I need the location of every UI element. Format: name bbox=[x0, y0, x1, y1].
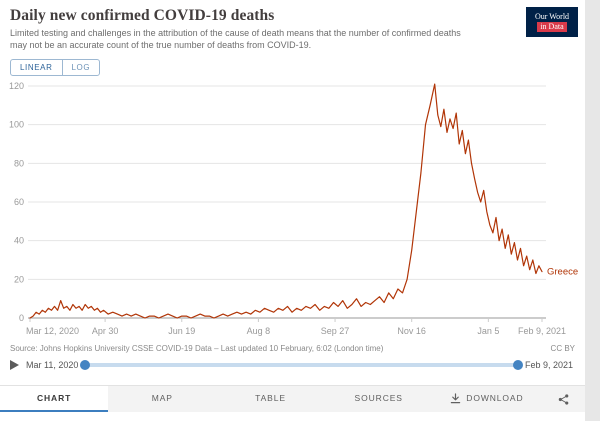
svg-text:Aug 8: Aug 8 bbox=[247, 326, 271, 336]
timeline-start-label: Mar 11, 2020 bbox=[26, 360, 79, 371]
svg-text:Jun 19: Jun 19 bbox=[168, 326, 195, 336]
chart-area: 0 20 40 60 80 100 120 Mar 12, 2020 Apr 30 Jun 19 A… bbox=[0, 76, 585, 344]
svg-text:Feb 9, 2021: Feb 9, 2021 bbox=[518, 326, 566, 336]
svg-text:Sep 27: Sep 27 bbox=[321, 326, 350, 336]
share-icon bbox=[558, 393, 568, 405]
share-button[interactable] bbox=[541, 386, 585, 412]
tab-sources-label: SOURCES bbox=[354, 393, 403, 403]
tab-map[interactable]: MAP bbox=[108, 386, 216, 412]
grapher-frame: Daily new confirmed COVID-19 deaths Limi… bbox=[0, 0, 585, 421]
scale-toggle: LINEAR LOG bbox=[10, 59, 101, 77]
tab-sources[interactable]: SOURCES bbox=[325, 386, 433, 412]
svg-text:20: 20 bbox=[14, 275, 24, 285]
tab-chart-label: CHART bbox=[36, 393, 72, 403]
chart-header: Daily new confirmed COVID-19 deaths Limi… bbox=[0, 0, 585, 51]
svg-text:40: 40 bbox=[14, 236, 24, 246]
timeline-end-label: Feb 9, 2021 bbox=[524, 360, 573, 371]
tab-download[interactable]: DOWNLOAD bbox=[433, 386, 541, 412]
svg-text:Apr 30: Apr 30 bbox=[92, 326, 119, 336]
tab-table-label: TABLE bbox=[255, 393, 286, 403]
source-text[interactable]: Source: Johns Hopkins University CSSE CO… bbox=[10, 344, 384, 354]
timeline-end-handle[interactable] bbox=[512, 360, 523, 371]
owid-logo-line1: Our World bbox=[534, 12, 570, 21]
svg-text:60: 60 bbox=[14, 197, 24, 207]
svg-text:100: 100 bbox=[9, 120, 24, 130]
svg-text:Nov 16: Nov 16 bbox=[397, 326, 426, 336]
tab-table[interactable]: TABLE bbox=[216, 386, 324, 412]
play-icon[interactable] bbox=[10, 360, 19, 371]
timeline-control: Mar 11, 2020 Feb 9, 2021 bbox=[0, 353, 585, 374]
page-title: Daily new confirmed COVID-19 deaths bbox=[10, 7, 275, 24]
line-chart: 0 20 40 60 80 100 120 Mar 12, 2020 Apr 30 Jun 19 A… bbox=[9, 81, 578, 336]
download-icon bbox=[451, 392, 461, 403]
tab-chart[interactable]: CHART bbox=[0, 386, 109, 412]
svg-text:80: 80 bbox=[14, 159, 24, 169]
tab-map-label: MAP bbox=[151, 393, 173, 403]
svg-text:Jan 5: Jan 5 bbox=[477, 326, 499, 336]
source-row: Source: Johns Hopkins University CSSE CO… bbox=[0, 344, 585, 353]
footer-tabs: CHART MAP TABLE SOURCES DOWNLOAD bbox=[0, 385, 585, 412]
license-link[interactable]: CC BY bbox=[550, 344, 575, 354]
owid-logo[interactable]: Our World in Data bbox=[526, 7, 578, 37]
timeline-slider[interactable] bbox=[80, 360, 523, 371]
bottom-padding bbox=[0, 412, 585, 421]
svg-text:Mar 12, 2020: Mar 12, 2020 bbox=[26, 326, 79, 336]
tab-download-label: DOWNLOAD bbox=[466, 393, 524, 403]
timeline-start-handle[interactable] bbox=[80, 360, 91, 371]
svg-text:Greece: Greece bbox=[547, 267, 578, 278]
chart-subtitle: Limited testing and challenges in the at… bbox=[10, 28, 461, 50]
svg-text:0: 0 bbox=[19, 313, 24, 323]
owid-logo-line2: in Data bbox=[537, 22, 567, 32]
svg-text:120: 120 bbox=[9, 81, 24, 91]
linear-button[interactable]: LINEAR bbox=[20, 63, 53, 73]
log-button[interactable]: LOG bbox=[61, 60, 100, 76]
